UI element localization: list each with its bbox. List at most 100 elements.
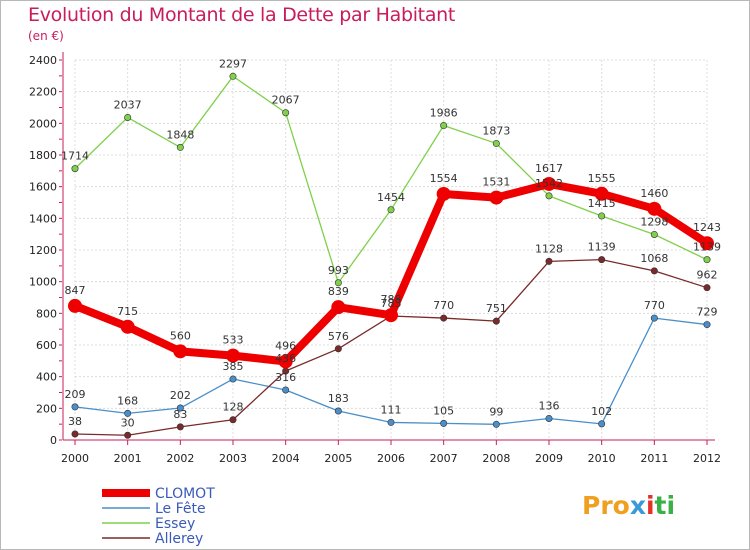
x-tick-label: 2002 — [166, 452, 194, 465]
data-point — [650, 314, 658, 322]
legend-label: Le Fête — [155, 501, 206, 517]
data-point — [229, 72, 237, 80]
data-point — [542, 176, 556, 191]
data-label: 847 — [65, 284, 86, 297]
data-point — [71, 165, 79, 173]
data-point — [440, 419, 448, 427]
data-point — [68, 298, 82, 313]
data-label: 1555 — [588, 172, 616, 185]
x-tick-label: 2011 — [640, 452, 668, 465]
data-point — [440, 122, 448, 130]
data-label: 783 — [381, 297, 402, 310]
proxiti-logo: Proxiti — [582, 491, 676, 520]
data-point — [173, 344, 188, 359]
data-point — [545, 414, 553, 422]
data-label: 128 — [223, 401, 244, 414]
data-label: 1460 — [640, 187, 668, 200]
y-tick-label: 400 — [36, 371, 57, 384]
data-point — [331, 300, 346, 315]
x-tick-label: 2005 — [324, 452, 352, 465]
data-point — [545, 192, 553, 200]
data-label: 1873 — [482, 124, 510, 137]
data-label: 533 — [223, 334, 244, 347]
data-label: 839 — [328, 285, 349, 298]
data-label: 1848 — [166, 128, 194, 141]
data-point — [436, 186, 451, 201]
x-tick-label: 2000 — [61, 452, 89, 465]
data-label: 105 — [433, 404, 454, 417]
data-point — [124, 409, 132, 417]
data-point — [120, 319, 135, 334]
data-label: 1986 — [430, 107, 458, 120]
data-label: 111 — [381, 403, 402, 416]
data-label: 385 — [223, 360, 244, 373]
data-label: 1617 — [535, 162, 563, 175]
data-label: 2037 — [114, 98, 142, 111]
data-label: 1139 — [693, 241, 721, 254]
data-label: 962 — [697, 269, 718, 282]
data-label: 436 — [275, 352, 296, 365]
data-point — [278, 354, 293, 369]
data-label: 770 — [644, 299, 665, 312]
data-label: 83 — [173, 408, 187, 421]
data-label: 1454 — [377, 191, 405, 204]
data-label: 788 — [381, 293, 402, 306]
data-point — [647, 201, 662, 216]
data-point — [703, 321, 711, 329]
data-point — [71, 403, 79, 411]
data-label: 1542 — [535, 177, 563, 190]
data-point — [334, 279, 342, 287]
y-tick-label: 1600 — [29, 181, 57, 194]
x-tick-label: 2006 — [377, 452, 405, 465]
data-point — [489, 190, 504, 205]
data-point — [176, 423, 184, 431]
data-label: 576 — [328, 330, 349, 343]
data-labels: 209 168 202 385 316 183 111 105 99 136 102 770 729 17… — [61, 57, 721, 429]
data-point — [598, 420, 606, 428]
data-label: 1298 — [640, 215, 668, 228]
data-point — [650, 230, 658, 238]
y-tick-label: 2400 — [29, 54, 57, 67]
chart-subtitle: (en €) — [28, 29, 64, 43]
data-label: 209 — [65, 388, 86, 401]
data-point — [334, 345, 342, 353]
x-tick-label: 2010 — [588, 452, 616, 465]
series-lines — [68, 72, 714, 439]
data-label: 751 — [486, 302, 507, 315]
x-tick-label: 2008 — [482, 452, 510, 465]
y-tick-label: 1400 — [29, 212, 57, 225]
x-tick-label: 2001 — [114, 452, 142, 465]
y-tick-label: 200 — [36, 402, 57, 415]
data-label: 993 — [328, 264, 349, 277]
x-tick-label: 2012 — [693, 452, 721, 465]
data-label: 316 — [275, 371, 296, 384]
data-point — [124, 431, 132, 439]
data-point — [545, 257, 553, 265]
y-tick-label: 1200 — [29, 244, 57, 257]
data-label: 2067 — [272, 94, 300, 107]
data-label: 102 — [591, 405, 612, 418]
y-tick-label: 0 — [50, 434, 57, 447]
data-point — [492, 139, 500, 147]
axes: 0 200 400 600 800 1000 1200 1400 1600 1800 2000 220… — [29, 52, 721, 465]
data-label: 1139 — [588, 241, 616, 254]
data-point — [229, 375, 237, 383]
data-point — [598, 212, 606, 220]
legend-label: Essey — [155, 516, 195, 532]
data-point — [594, 186, 609, 201]
data-label: 770 — [433, 299, 454, 312]
data-point — [282, 109, 290, 117]
data-point — [387, 418, 395, 426]
data-label: 1415 — [588, 197, 616, 210]
y-tick-label: 800 — [36, 307, 57, 320]
x-tick-label: 2007 — [430, 452, 458, 465]
legend-label: CLOMOT — [155, 486, 215, 502]
data-label: 496 — [275, 339, 296, 352]
data-point — [226, 348, 240, 363]
data-point — [598, 256, 606, 264]
data-point — [492, 420, 500, 428]
y-tick-label: 2200 — [29, 86, 57, 99]
data-point — [703, 256, 711, 264]
x-tick-label: 2003 — [219, 452, 247, 465]
